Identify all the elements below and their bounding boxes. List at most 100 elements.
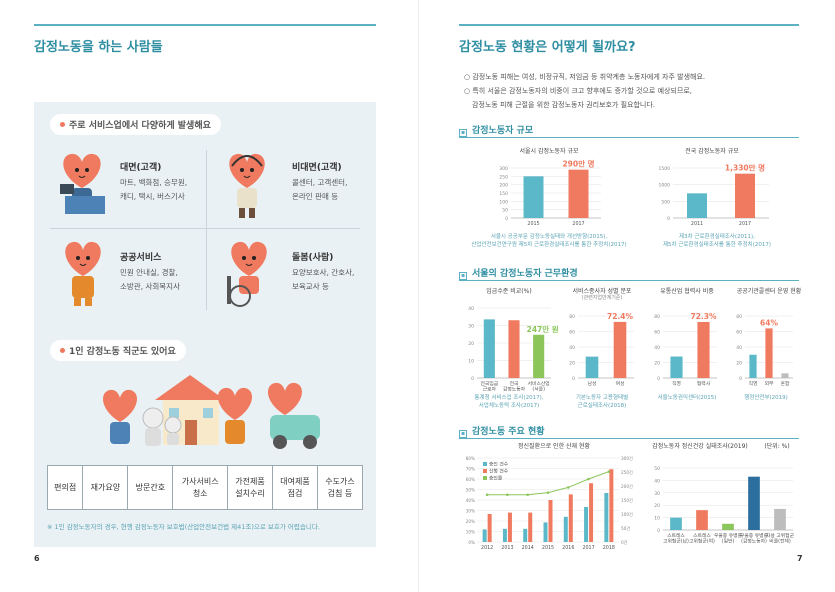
section-rule	[459, 137, 799, 138]
line-point	[485, 493, 489, 497]
bar	[589, 483, 594, 542]
y2-tick-label: 200건	[621, 483, 633, 489]
bar	[697, 321, 710, 378]
chart-source: 서울시 공공부문 감정노동실태와 개선방향(2015), 산업안전보건연구원 제…	[471, 234, 627, 248]
category-desc: 요양보호사, 간호사, 보육교사 등	[292, 268, 355, 291]
bullet-text: ○ 감정노동 피해는 여성, 비정규직, 저임금 등 취약계층 노동자에게 자주…	[464, 73, 706, 81]
x-tick-label: 자살 고위험군	[766, 532, 795, 539]
x-tick-label: 직영	[672, 380, 681, 387]
x-tick-label: 2017	[582, 545, 594, 551]
grid-divider-v	[206, 150, 207, 310]
y-tick-label: 30	[468, 324, 474, 330]
y-tick-label: 40	[569, 345, 575, 351]
section-title: ▪ 서울의 감정노동자 근무환경	[459, 266, 578, 280]
dot-icon	[60, 348, 65, 353]
table-cell: 대여제품 점검	[271, 465, 318, 510]
category-title: 대면(고객)	[120, 163, 162, 173]
right-page: 감정노동 현황은 어떻게 될까요? ○ 감정노동 피해는 여성, 비정규직, 저…	[418, 0, 835, 592]
chart-title: 감정노동자 정신건강 실태조사(2019)	[652, 443, 748, 450]
bullet-line: 감정노동 피해는 여성, 비정규직, 저임금 등 취약계층 노동자에게 자주 발…	[472, 73, 706, 81]
x-tick-label: 전국임금	[481, 380, 499, 387]
chart-svg: 0 20 40 60 80 직영 협력사 72.3%	[654, 312, 717, 387]
chart-source: 제3차 근로환경실태조사(2011), 제5차 근로환경실태조사를 통한 추정치…	[663, 234, 771, 248]
y-tick-label: 0	[657, 376, 660, 382]
pill-label: 1인 감정노동 직군도 있어요	[69, 347, 176, 357]
y2-tick-label: 0건	[621, 539, 628, 545]
y-tick-label: 20%	[466, 519, 475, 524]
bar	[781, 373, 789, 378]
y-tick-label: 0	[572, 376, 575, 382]
bar	[507, 512, 512, 542]
service-pill: 주로 서비스업에서 다양하게 발생해요	[50, 114, 221, 135]
bar	[696, 510, 708, 530]
x-tick-label: 외부	[765, 380, 774, 387]
data-label: 290만 명	[562, 159, 594, 169]
y2-tick-label: 250건	[621, 469, 633, 475]
y-tick-label: 40	[654, 345, 660, 351]
y-tick-label: 150	[499, 191, 508, 197]
solo-worker-pill: 1인 감정노동 직군도 있어요	[50, 340, 186, 361]
x-tick-label: 스트레스	[693, 532, 711, 539]
x-tick-label: 직영	[749, 380, 758, 387]
x-tick-label: 2015	[542, 545, 554, 551]
table-cell: 재가요양	[82, 465, 129, 510]
box-icon: ▪	[459, 430, 467, 438]
chart-title: 공공기관콜센터 운영 현황	[736, 288, 802, 295]
left-page: 감정노동을 하는 사람들 주로 서비스업에서 다양하게 발생해요 대면(고객) …	[0, 0, 417, 592]
box-icon: ▪	[459, 129, 467, 137]
y-tick-label: 0	[471, 376, 474, 382]
page-number: 7	[797, 554, 803, 563]
y-tick-label: 20	[654, 503, 660, 509]
face-to-face-character-icon	[60, 153, 105, 214]
category-title: 돌봄(사람)	[292, 253, 334, 263]
x-tick-label: 협력사	[697, 380, 711, 387]
x-tick-label: 서비스산업	[528, 380, 550, 387]
chart-source: 서울노동권익센터(2015)	[657, 395, 717, 401]
x-tick-label: (감정노동자)	[741, 538, 767, 545]
chart-title: 전국 감정노동자 규모	[685, 148, 739, 155]
line-point	[526, 493, 530, 497]
bullet-text: ○ 특히 서울은 감정노동자의 비중이 크고 향후에도 증가할 것으로 예상되므…	[464, 87, 693, 95]
y-tick-label: 60	[736, 330, 742, 336]
y-tick-label: 80	[736, 314, 742, 320]
bar	[568, 169, 589, 218]
section-label: 감정노동자 규모	[472, 126, 534, 136]
x-tick-label: 2012	[481, 545, 493, 551]
table-cell: 가전제품 설치수리	[226, 465, 273, 510]
bar	[482, 529, 487, 542]
y-tick-label: 0%	[468, 540, 475, 545]
y-tick-label: 40	[468, 306, 474, 312]
x-tick-label: 우울증 유병률	[714, 532, 743, 539]
y-tick-label: 50%	[466, 488, 475, 493]
chart-source: 행정안전부(2019)	[744, 395, 788, 401]
x-tick-label: 우울증 유병률	[740, 532, 769, 539]
section-label: 서울의 감정노동자 근무환경	[472, 269, 578, 279]
chart-subtitle: (관련지업만계기준)	[581, 295, 623, 301]
x-tick-label: 2016	[562, 545, 574, 551]
y-tick-label: 40	[654, 478, 660, 484]
bar	[483, 319, 495, 378]
line-point	[607, 470, 611, 473]
chart-source: 통계청 서비스업 조사(2017), 서업체노동력 조사(2017)	[474, 395, 544, 409]
line-point	[546, 491, 550, 494]
y-tick-label: 300	[499, 166, 508, 172]
legend-label: 승인 건수	[489, 461, 509, 468]
legend-label: 신청 건수	[489, 468, 509, 475]
y2-tick-label: 100건	[621, 511, 633, 517]
bar	[584, 507, 589, 542]
footnote: ※ 1인 감정노동자의 경우, 현행 감정노동자 보호법(산업안전보건법 제41…	[47, 523, 320, 531]
bar	[528, 512, 533, 542]
chart-title: 임금수준 비교(%)	[486, 288, 532, 295]
bar	[543, 522, 548, 542]
chart-svg: 0% 10% 20% 30% 40% 50% 60% 70% 80% 0건 50건 100건 150건 2…	[466, 455, 633, 551]
bar	[585, 356, 599, 378]
data-label: 72.3%	[690, 312, 717, 321]
public-service-character-icon	[65, 241, 101, 306]
chart-unit: (단위: %)	[764, 443, 790, 450]
bar	[774, 508, 786, 530]
y2-tick-label: 50건	[621, 525, 630, 531]
solo-workers-illustration	[103, 375, 320, 449]
bar	[563, 516, 568, 542]
y-tick-label: 30%	[466, 509, 475, 514]
